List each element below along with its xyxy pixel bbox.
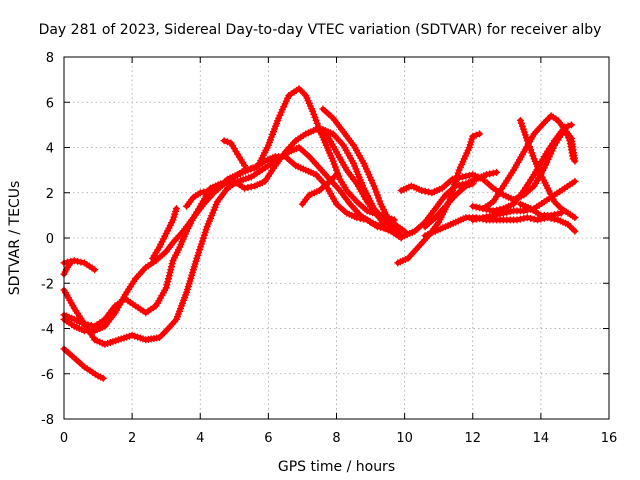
series-arc-22 <box>516 200 565 219</box>
series-markers <box>421 180 477 231</box>
series-arc-11 <box>319 105 409 235</box>
series-arc-12 <box>319 125 405 240</box>
x-tick-label: 14 <box>533 431 550 446</box>
series-markers <box>60 125 388 330</box>
y-tick-label: 4 <box>46 142 54 157</box>
grid <box>64 57 609 419</box>
series-arc-6 <box>60 125 388 330</box>
x-tick-label: 12 <box>464 431 481 446</box>
x-tick-label: 2 <box>128 431 136 446</box>
series-markers <box>516 200 565 219</box>
y-tick-label: -4 <box>41 323 54 338</box>
y-tick-label: -8 <box>41 413 54 428</box>
y-tick-label: -2 <box>41 277 54 292</box>
series-arc-8 <box>183 85 398 224</box>
y-tick-label: 8 <box>46 51 54 66</box>
series-arc-20 <box>479 112 577 213</box>
series-markers <box>469 121 575 215</box>
x-tick-label: 4 <box>196 431 204 446</box>
x-tick-label: 8 <box>332 431 340 446</box>
x-tick-label: 16 <box>601 431 618 446</box>
series-arc-18 <box>469 121 575 215</box>
series-arc-16 <box>421 180 477 231</box>
series-markers <box>319 105 409 235</box>
series-arc-13 <box>394 130 484 267</box>
y-tick-label: 2 <box>46 187 54 202</box>
series-arc-21 <box>516 116 579 222</box>
series-markers <box>298 171 340 208</box>
series-markers <box>469 177 579 224</box>
series-markers <box>319 125 405 240</box>
series-arc-4 <box>60 144 405 348</box>
y-tick-label: 6 <box>46 96 54 111</box>
series-markers <box>149 205 180 262</box>
series-arc-15 <box>401 168 501 240</box>
series-markers <box>183 85 398 224</box>
data-series <box>60 85 579 382</box>
x-tick-label: 6 <box>264 431 272 446</box>
series-arc-7 <box>149 205 180 262</box>
y-tick-label: -6 <box>41 368 54 383</box>
x-tick-label: 10 <box>396 431 413 446</box>
y-tick-label: 0 <box>46 232 54 247</box>
x-axis-ticks: 0 2 4 6 8 10 12 14 16 <box>60 57 617 446</box>
series-markers <box>220 137 248 170</box>
series-markers <box>394 130 484 267</box>
series-arc-9 <box>220 137 248 170</box>
series-markers <box>401 168 501 240</box>
y-axis-label: SDTVAR / TECUs <box>7 181 23 296</box>
series-arc-10 <box>298 171 340 208</box>
x-tick-label: 0 <box>60 431 68 446</box>
y-axis-ticks: -8 -6 -4 -2 0 2 4 6 8 <box>41 51 609 428</box>
series-markers <box>60 345 107 382</box>
chart-title: Day 281 of 2023, Sidereal Day-to-day VTE… <box>39 22 602 38</box>
series-markers <box>516 116 579 222</box>
series-markers <box>479 112 577 213</box>
series-arc-3 <box>60 345 107 382</box>
series-arc-19 <box>469 177 579 224</box>
x-axis-label: GPS time / hours <box>278 459 395 475</box>
